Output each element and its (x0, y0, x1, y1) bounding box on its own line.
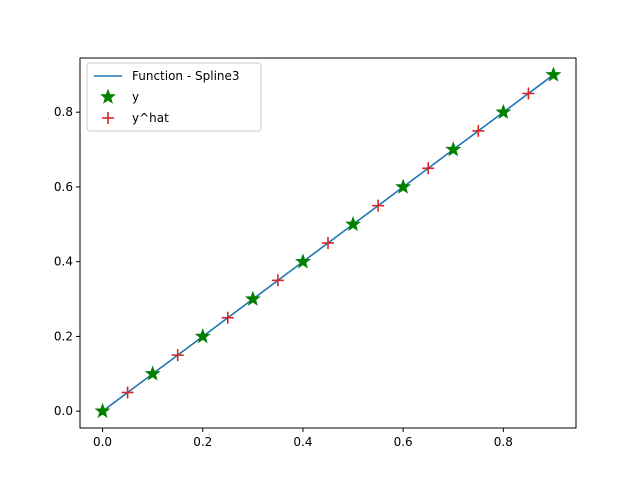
y-tick-label: 0.0 (54, 404, 73, 418)
yhat-plus-point (372, 199, 385, 212)
yhat-plus-point (522, 87, 535, 100)
yhat-plus-point (271, 274, 284, 287)
yhat-plus-point (322, 237, 334, 249)
y-star-point (495, 103, 512, 119)
x-tick-label: 0.8 (494, 435, 513, 449)
y-star-point (244, 290, 261, 306)
y-star-point (194, 328, 211, 344)
y-star-point (395, 178, 412, 194)
y-star-point (345, 215, 361, 232)
y-star-point (445, 141, 462, 157)
x-tick-label: 0.6 (394, 435, 413, 449)
y-tick-label: 0.8 (54, 105, 73, 119)
series-layer (94, 66, 562, 418)
y-tick-label: 0.4 (54, 255, 73, 269)
x-tick-label: 0.2 (193, 435, 212, 449)
yhat-plus-point (121, 386, 134, 399)
yhat-plus-point (422, 162, 435, 175)
legend-box (86, 62, 262, 132)
y-tick-label: 0.6 (54, 180, 73, 194)
yhat-plus-point (221, 311, 234, 324)
yhat-plus-point (171, 349, 184, 362)
y-star-point (295, 253, 311, 269)
legend-item: y (100, 88, 139, 104)
legend-star-swatch (100, 88, 116, 104)
x-axis: 0.0 0.2 0.4 0.6 0.8 (93, 428, 513, 449)
x-tick-label: 0.4 (293, 435, 312, 449)
legend: Function - Spline3 y y^hat (86, 62, 262, 132)
legend-label: y^hat (132, 111, 169, 125)
plot-frame (79, 57, 577, 429)
legend-label: y (132, 90, 139, 104)
yhat-plus-point (472, 124, 485, 137)
y-tick-label: 0.2 (54, 329, 73, 343)
y-axis: 0.0 0.2 0.4 0.6 0.8 (54, 105, 80, 418)
legend-plus-swatch (102, 112, 114, 124)
y-star-point (545, 66, 562, 82)
legend-item: y^hat (102, 111, 169, 125)
legend-item: Function - Spline3 (94, 69, 240, 83)
y-star-point (94, 402, 111, 418)
legend-label: Function - Spline3 (132, 69, 240, 83)
x-tick-label: 0.0 (93, 435, 112, 449)
y-star-point (144, 365, 161, 381)
